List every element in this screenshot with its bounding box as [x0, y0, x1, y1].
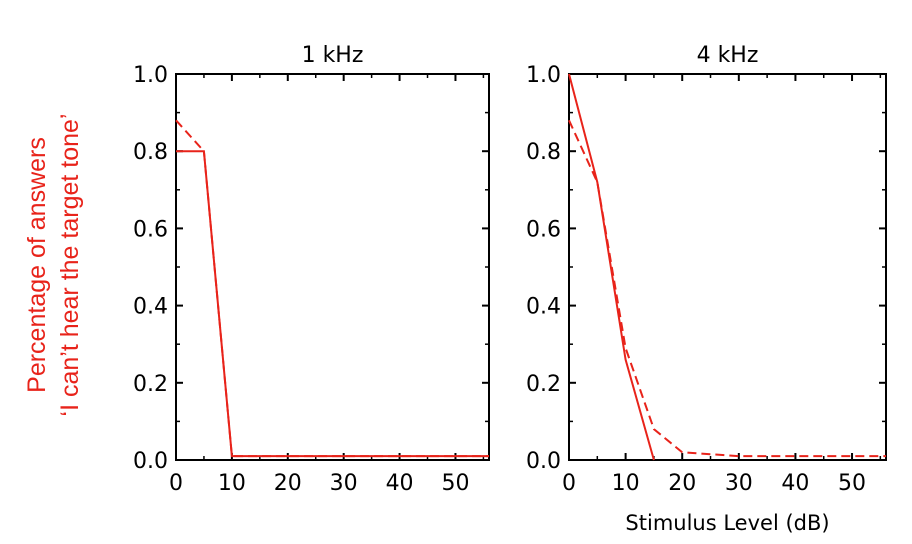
y-tick-label: 0.2 [133, 372, 168, 397]
x-tick-label: 40 [781, 471, 809, 496]
y-tick-label: 0.6 [526, 217, 561, 242]
y-tick-label: 0.0 [133, 449, 168, 474]
x-tick-label: 30 [725, 471, 753, 496]
y-axis-label: Percentage of answers ‘I can’t hear the … [23, 114, 84, 417]
y-axis-label-line-1: Percentage of answers [23, 137, 51, 393]
x-tick-label: 40 [386, 471, 414, 496]
x-tick-label: 50 [441, 471, 469, 496]
x-tick-label: 20 [274, 471, 302, 496]
y-axis-label-line-2: ‘I can’t hear the target tone’ [56, 114, 84, 417]
y-tick-label: 0.2 [526, 372, 561, 397]
y-tick-label: 0.8 [526, 140, 561, 165]
x-tick-label: 0 [169, 471, 183, 496]
chart-title: 1 kHz [302, 43, 364, 68]
y-tick-label: 0.0 [526, 449, 561, 474]
y-tick-label: 1.0 [526, 63, 561, 88]
x-tick-label: 50 [838, 471, 866, 496]
x-tick-label: 20 [668, 471, 696, 496]
y-tick-label: 1.0 [133, 63, 168, 88]
x-tick-label: 0 [562, 471, 576, 496]
x-tick-label: 10 [218, 471, 246, 496]
series-line-dashed [568, 119, 886, 458]
chart-panel-4khz: 0 10 20 30 40 50 0.0 0.2 0.4 0.6 0.8 1.0 4 kHz Stimul… [526, 43, 887, 535]
x-tick-label: 30 [330, 471, 358, 496]
y-tick-label: 0.6 [133, 217, 168, 242]
plot-frame [568, 73, 887, 461]
y-tick-label: 0.4 [526, 295, 561, 320]
series-line-dashed [175, 119, 489, 458]
chart-panel-1khz: 0 10 20 30 40 50 0.0 0.2 0.4 0.6 0.8 1.0 1 kHz [133, 43, 490, 496]
plot-frame [175, 73, 490, 461]
x-tick-label: 10 [612, 471, 640, 496]
x-axis-label: Stimulus Level (dB) [625, 511, 829, 535]
chart-title: 4 kHz [697, 43, 759, 68]
y-tick-label: 0.4 [133, 295, 168, 320]
y-tick-label: 0.8 [133, 140, 168, 165]
series-line-solid [176, 150, 489, 458]
